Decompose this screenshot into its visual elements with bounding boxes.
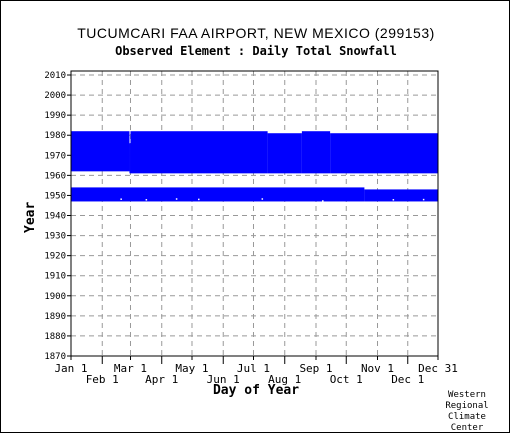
x-tick-label: May 1 — [175, 362, 208, 375]
data-block — [129, 143, 131, 174]
tick-layer: 1870 1880 1890 1900 1910 1920 1930 1940 1950 1960… — [44, 71, 458, 386]
data-block — [364, 189, 438, 202]
x-axis-label: Day of Year — [212, 383, 300, 398]
x-tick-label: Jun 1 — [207, 373, 240, 386]
data-gap — [175, 198, 178, 200]
x-tick-label: Dec 31 — [418, 362, 458, 375]
y-tick-label: 1970 — [44, 151, 66, 161]
plot-border — [70, 70, 439, 357]
y-tick-label: 2000 — [44, 91, 66, 101]
data-block — [267, 133, 302, 174]
data-gap — [198, 198, 200, 201]
x-tick-label: Aug 1 — [268, 373, 301, 386]
data-block — [130, 131, 268, 174]
y-tick-label: 1890 — [44, 312, 66, 322]
y-tick-label: 2010 — [44, 71, 66, 81]
data-block — [330, 133, 438, 174]
x-tick-label: Jul 1 — [237, 362, 270, 375]
data-block — [71, 187, 365, 202]
y-tick-label: 1940 — [44, 212, 66, 222]
y-tick-label: 1920 — [44, 252, 66, 262]
data-gap — [422, 198, 425, 201]
credit-line: Western — [448, 390, 486, 400]
x-tick-label: Oct 1 — [330, 373, 363, 386]
y-tick-label: 1910 — [44, 272, 66, 282]
data-gap — [261, 198, 264, 200]
chart-title: TUCUMCARI FAA AIRPORT, NEW MEXICO (29915… — [77, 25, 435, 41]
x-tick-label: Feb 1 — [86, 373, 119, 386]
data-gap — [120, 198, 122, 200]
data-block — [301, 131, 331, 174]
y-tick-label: 1870 — [44, 352, 66, 362]
y-tick-label: 1880 — [44, 332, 66, 342]
plot-background — [71, 71, 438, 356]
data-gap — [322, 200, 324, 202]
x-tick-label: Apr 1 — [145, 373, 178, 386]
credit-line: Regional — [445, 401, 489, 411]
x-tick-label: Mar 1 — [114, 362, 147, 375]
x-tick-label: Dec 1 — [391, 373, 424, 386]
x-tick-label: Jan 1 — [54, 362, 87, 375]
y-tick-label: 1960 — [44, 171, 66, 181]
data-gap — [145, 199, 148, 201]
chart-subtitle: Observed Element : Daily Total Snowfall — [115, 44, 397, 58]
x-tick-label: Sep 1 — [299, 362, 332, 375]
credit-line: Center — [450, 423, 484, 433]
data-gap — [392, 199, 395, 201]
data-block — [71, 131, 130, 172]
y-tick-label: 1950 — [44, 191, 66, 201]
credit-line: Climate — [448, 412, 486, 422]
y-tick-label: 1900 — [44, 292, 66, 302]
x-tick-label: Nov 1 — [361, 362, 394, 375]
y-tick-label: 1990 — [44, 111, 66, 121]
y-tick-label: 1980 — [44, 131, 66, 141]
data-layer — [71, 131, 438, 202]
y-tick-label: 1930 — [44, 232, 66, 242]
wrcc-credit: Western Regional Climate Center — [437, 390, 497, 433]
